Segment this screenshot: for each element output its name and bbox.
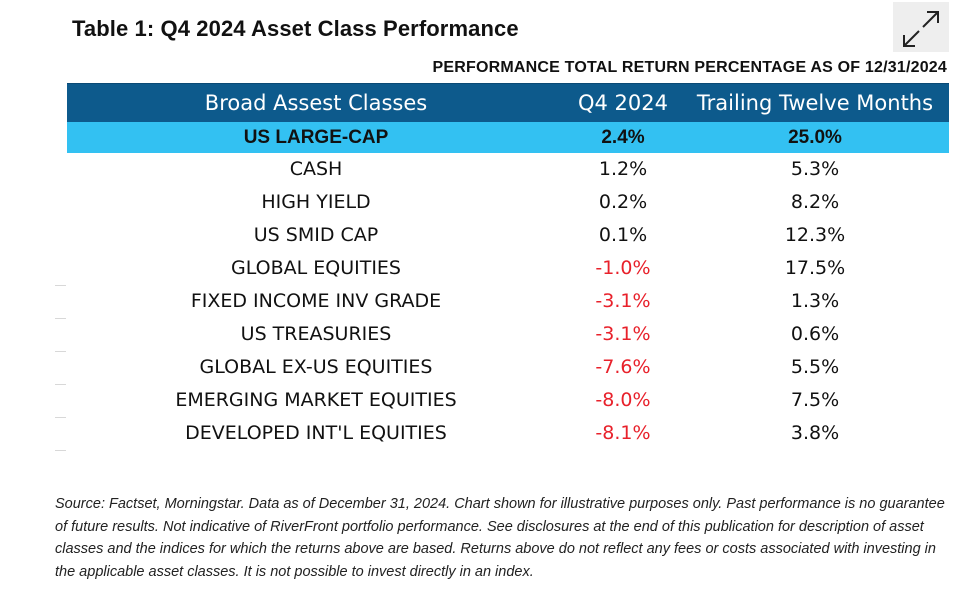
ttm-return-cell: 5.5% [790,356,840,378]
table-subtitle: PERFORMANCE TOTAL RETURN PERCENTAGE AS O… [432,59,947,76]
table-row: DEVELOPED INT'L EQUITIES -8.1% 3.8% [67,417,949,450]
divider [55,417,66,418]
asset-class-cell: DEVELOPED INT'L EQUITIES [185,422,447,444]
asset-class-cell: US SMID CAP [253,224,379,246]
expand-button[interactable] [893,2,949,52]
asset-class-cell: US LARGE-CAP [243,127,389,148]
ttm-return-cell: 8.2% [790,191,840,213]
ttm-return-cell: 17.5% [784,257,846,279]
divider [55,384,66,385]
q4-return-cell: 1.2% [598,158,648,180]
ttm-return-cell: 5.3% [790,158,840,180]
header-asset-class: Broad Assest Classes [204,91,428,115]
asset-class-cell: HIGH YIELD [261,191,371,213]
ttm-return-cell: 3.8% [790,422,840,444]
table-row: GLOBAL EQUITIES -1.0% 17.5% [67,252,949,285]
table-header-row: Broad Assest Classes Q4 2024 Trailing Tw… [67,83,949,122]
table-row: GLOBAL EX-US EQUITIES -7.6% 5.5% [67,351,949,384]
q4-return-cell: 2.4% [601,127,645,148]
q4-return-cell: -8.0% [595,389,651,411]
asset-class-cell: EMERGING MARKET EQUITIES [175,389,457,411]
table-row: US SMID CAP 0.1% 12.3% [67,219,949,252]
q4-return-cell: -3.1% [595,290,651,312]
q4-return-cell: -1.0% [595,257,651,279]
table-row: CASH 1.2% 5.3% [67,153,949,186]
header-ttm: Trailing Twelve Months [696,91,934,115]
divider [55,318,66,319]
expand-arrows-icon [903,11,939,47]
asset-class-cell: CASH [289,158,343,180]
q4-return-cell: 0.2% [598,191,648,213]
ttm-return-cell: 25.0% [788,127,842,148]
source-note: Source: Factset, Morningstar. Data as of… [55,496,945,580]
q4-return-cell: 0.1% [598,224,648,246]
table-row: US LARGE-CAP 2.4% 25.0% [67,122,949,153]
header-q4: Q4 2024 [577,91,668,115]
asset-class-cell: US TREASURIES [240,323,392,345]
ttm-return-cell: 12.3% [784,224,846,246]
asset-class-cell: FIXED INCOME INV GRADE [190,290,442,312]
table-row: FIXED INCOME INV GRADE -3.1% 1.3% [67,285,949,318]
q4-return-cell: -8.1% [595,422,651,444]
table-row: EMERGING MARKET EQUITIES -8.0% 7.5% [67,384,949,417]
divider [55,285,66,286]
q4-return-cell: -3.1% [595,323,651,345]
asset-class-cell: GLOBAL EQUITIES [231,257,401,279]
divider [55,450,66,451]
asset-class-cell: GLOBAL EX-US EQUITIES [199,356,433,378]
divider [55,351,66,352]
table-row: US TREASURIES -3.1% 0.6% [67,318,949,351]
table-row: HIGH YIELD 0.2% 8.2% [67,186,949,219]
ttm-return-cell: 0.6% [790,323,840,345]
table-title: Table 1: Q4 2024 Asset Class Performance [72,16,519,41]
q4-return-cell: -7.6% [595,356,651,378]
ttm-return-cell: 7.5% [790,389,840,411]
ttm-return-cell: 1.3% [790,290,840,312]
